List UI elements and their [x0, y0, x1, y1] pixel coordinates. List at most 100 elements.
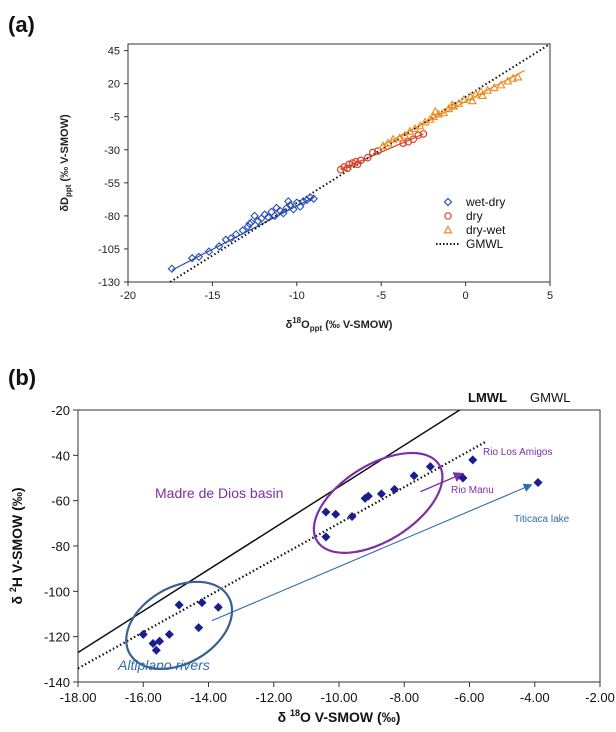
panel-b-label: (b)	[8, 365, 36, 390]
b-xtick-label-6: -6.00	[455, 690, 485, 705]
b-data-point	[138, 629, 148, 639]
a-point-wet-dry	[253, 216, 263, 226]
legend-label-dry: dry	[466, 209, 483, 223]
a-xtick-label-5: 5	[547, 290, 553, 302]
b-data-point	[321, 507, 331, 517]
a-point-wet-dry	[231, 230, 241, 239]
b-data-point	[155, 636, 165, 646]
b-xtick-label-2: -14.00	[190, 690, 227, 705]
a-point-wet-dry	[194, 252, 204, 262]
a-point-wet-dry	[295, 202, 305, 211]
legend-marker-wet-dry	[443, 197, 453, 207]
a-point-dry-wet	[415, 121, 425, 130]
rio-manu-label: Rio Manu	[451, 485, 494, 496]
a-point-wet-dry	[279, 208, 288, 218]
panel-a-ylabel: δDppt (‰ V-SMOW)	[59, 114, 73, 212]
a-ytick-label-2: -5	[110, 112, 120, 124]
b-ytick-label-2: -60	[51, 494, 70, 509]
b-data-point	[213, 602, 223, 612]
madre-de-dios-label: Madre de Dios basin	[155, 485, 283, 501]
a-point-wet-dry	[284, 197, 293, 206]
b-ytick-label-3: -80	[51, 539, 70, 554]
a-ytick-label-3: -30	[104, 145, 120, 157]
a-point-dry	[357, 156, 365, 165]
b-ytick-label-6: -140	[44, 675, 70, 690]
b-ytick-label-4: -100	[44, 584, 70, 599]
a-point-wet-dry	[282, 203, 291, 213]
a-point-wet-dry	[245, 219, 254, 229]
rio-los-amigos-label: Rio Los Amigos	[483, 447, 552, 458]
altiplano-label: Altiplano rivers	[117, 657, 210, 673]
a-point-dry	[363, 153, 372, 162]
b-data-point	[151, 645, 161, 655]
b-data-point	[347, 512, 357, 522]
a-ytick-label-4: -55	[104, 178, 120, 190]
a-xtick-label-0: -20	[120, 290, 136, 302]
madre-de-dios-arrow	[420, 472, 465, 493]
b-xtick-label-7: -4.00	[520, 690, 550, 705]
a-xtick-label-3: -5	[376, 290, 386, 302]
madre-de-dios-ellipse	[312, 451, 444, 554]
b-line-lmwl	[77, 409, 461, 654]
b-data-point	[409, 471, 419, 481]
a-point-wet-dry	[214, 242, 224, 251]
legend-marker-dry-wet	[443, 225, 453, 234]
a-point-dry-wet	[439, 108, 449, 117]
b-data-point	[363, 491, 373, 501]
b-line-gmwl	[77, 440, 487, 670]
a-point-dry-wet	[447, 100, 457, 109]
b-data-point	[197, 598, 207, 608]
altiplano-ellipse	[125, 580, 234, 670]
a-point-wet-dry	[167, 264, 177, 274]
a-point-wet-dry	[263, 212, 273, 222]
a-point-wet-dry	[250, 211, 259, 221]
a-point-dry	[345, 160, 353, 169]
panel-a-xlabel: δ18Oppt (‰ V-SMOW)	[286, 316, 393, 333]
a-point-dry-wet	[513, 72, 523, 81]
a-point-wet-dry	[299, 197, 308, 206]
panel-b-ylabel: δ 2H V-SMOW (‰)	[8, 488, 25, 605]
b-xtick-label-8: -2.00	[585, 690, 615, 705]
b-xtick-label-3: -12.00	[255, 690, 292, 705]
a-point-wet-dry	[204, 247, 214, 256]
a-point-dry	[348, 159, 357, 167]
a-point-dry-wet	[508, 73, 518, 82]
a-point-wet-dry	[238, 226, 248, 235]
b-ytick-label-5: -120	[44, 630, 70, 645]
b-data-point	[533, 478, 543, 488]
a-ytick-label-1: 20	[108, 79, 120, 91]
a-point-wet-dry	[302, 195, 312, 205]
a-point-dry-wet	[425, 114, 435, 123]
panel-a-frame	[127, 43, 551, 283]
panel-a-chart: -20 -15 -10 -5 0 5 45 20 -5 -30 -55 -80 -105 -130 δ18…	[59, 43, 553, 333]
a-point-dry	[368, 148, 377, 157]
a-point-dry	[374, 147, 382, 155]
b-ytick-label-1: -40	[51, 448, 70, 463]
a-point-wet-dry	[272, 203, 281, 213]
a-ytick-label-0: 45	[108, 46, 120, 58]
a-point-dry-wet	[400, 130, 410, 139]
b-data-point	[164, 629, 174, 639]
b-data-point	[376, 489, 386, 499]
b-xtick-label-0: -18.00	[60, 690, 97, 705]
b-data-point	[148, 638, 158, 648]
b-xtick-label-5: -8.00	[389, 690, 419, 705]
b-data-point	[194, 623, 204, 633]
b-data-point	[468, 455, 478, 465]
a-ytick-label-6: -105	[98, 244, 120, 256]
a-point-dry	[409, 135, 418, 144]
b-data-point	[425, 462, 435, 472]
legend-label-wet-dry: wet-dry	[465, 195, 505, 209]
a-point-wet-dry	[289, 204, 298, 214]
a-point-wet-dry	[270, 211, 280, 221]
a-point-dry-wet	[388, 134, 398, 143]
b-xtick-label-4: -10.00	[321, 690, 358, 705]
legend-marker-dry	[444, 212, 452, 220]
a-ytick-label-5: -80	[104, 211, 120, 223]
a-point-dry	[343, 164, 352, 173]
b-data-point	[331, 509, 341, 519]
b-xtick-label-1: -16.00	[125, 690, 162, 705]
b-data-point	[321, 532, 331, 542]
